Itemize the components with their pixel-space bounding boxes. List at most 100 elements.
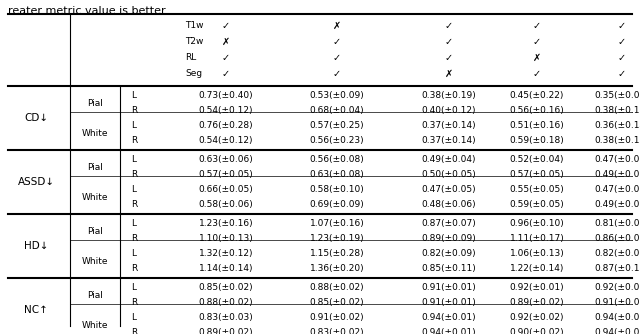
Text: RL: RL: [185, 53, 196, 62]
Text: 0.87(±0.11): 0.87(±0.11): [595, 264, 640, 273]
Text: ✓: ✓: [618, 21, 626, 31]
Text: 0.63(±0.08): 0.63(±0.08): [310, 170, 364, 179]
Text: L: L: [131, 155, 136, 164]
Text: 0.51(±0.16): 0.51(±0.16): [509, 121, 564, 130]
Text: 1.32(±0.12): 1.32(±0.12): [199, 249, 253, 258]
Text: White: White: [82, 129, 108, 138]
Text: 0.68(±0.04): 0.68(±0.04): [310, 106, 364, 115]
Text: 0.45(±0.22): 0.45(±0.22): [510, 91, 564, 100]
Text: 0.57(±0.25): 0.57(±0.25): [310, 121, 364, 130]
Text: L: L: [131, 313, 136, 322]
Text: 0.57(±0.05): 0.57(±0.05): [509, 170, 564, 179]
Text: ✓: ✓: [333, 69, 341, 79]
Text: 0.47(±0.03): 0.47(±0.03): [595, 155, 640, 164]
Text: 0.81(±0.06): 0.81(±0.06): [595, 219, 640, 228]
Text: 0.85(±0.02): 0.85(±0.02): [310, 298, 364, 307]
Text: ✓: ✓: [445, 53, 453, 63]
Text: 1.06(±0.13): 1.06(±0.13): [509, 249, 564, 258]
Text: 0.49(±0.06): 0.49(±0.06): [595, 200, 640, 209]
Text: 0.88(±0.02): 0.88(±0.02): [310, 283, 364, 292]
Text: 0.90(±0.02): 0.90(±0.02): [509, 328, 564, 334]
Text: 0.86(±0.09): 0.86(±0.09): [595, 234, 640, 243]
Text: 0.94(±0.01): 0.94(±0.01): [595, 313, 640, 322]
Text: 0.35(±0.09): 0.35(±0.09): [595, 91, 640, 100]
Text: 0.37(±0.14): 0.37(±0.14): [422, 136, 476, 145]
Text: 0.38(±0.15): 0.38(±0.15): [595, 136, 640, 145]
Text: 0.89(±0.09): 0.89(±0.09): [422, 234, 476, 243]
Text: 0.59(±0.18): 0.59(±0.18): [509, 136, 564, 145]
Text: 1.36(±0.20): 1.36(±0.20): [310, 264, 364, 273]
Text: ✗: ✗: [445, 69, 453, 79]
Text: ✓: ✓: [333, 37, 341, 47]
Text: 0.63(±0.06): 0.63(±0.06): [198, 155, 253, 164]
Text: 0.50(±0.05): 0.50(±0.05): [422, 170, 476, 179]
Text: 0.56(±0.23): 0.56(±0.23): [310, 136, 364, 145]
Text: 0.83(±0.03): 0.83(±0.03): [198, 313, 253, 322]
Text: T2w: T2w: [185, 37, 204, 46]
Text: CD↓: CD↓: [24, 113, 48, 123]
Text: 0.49(±0.04): 0.49(±0.04): [422, 155, 476, 164]
Text: 0.92(±0.01): 0.92(±0.01): [595, 283, 640, 292]
Text: 0.47(±0.05): 0.47(±0.05): [595, 185, 640, 194]
Text: R: R: [131, 328, 137, 334]
Text: 0.58(±0.06): 0.58(±0.06): [198, 200, 253, 209]
Text: HD↓: HD↓: [24, 241, 48, 251]
Text: ✓: ✓: [222, 69, 230, 79]
Text: 0.48(±0.06): 0.48(±0.06): [422, 200, 476, 209]
Text: L: L: [131, 121, 136, 130]
Text: T1w: T1w: [185, 21, 204, 30]
Text: 1.23(±0.16): 1.23(±0.16): [198, 219, 253, 228]
Text: 1.07(±0.16): 1.07(±0.16): [310, 219, 364, 228]
Text: 0.88(±0.02): 0.88(±0.02): [198, 298, 253, 307]
Text: ✗: ✗: [333, 21, 341, 31]
Text: 0.94(±0.01): 0.94(±0.01): [595, 328, 640, 334]
Text: Pial: Pial: [87, 226, 103, 235]
Text: White: White: [82, 257, 108, 266]
Text: R: R: [131, 106, 137, 115]
Text: 1.14(±0.14): 1.14(±0.14): [199, 264, 253, 273]
Text: 0.66(±0.05): 0.66(±0.05): [198, 185, 253, 194]
Text: L: L: [131, 283, 136, 292]
Text: 0.73(±0.40): 0.73(±0.40): [198, 91, 253, 100]
Text: 0.92(±0.02): 0.92(±0.02): [509, 313, 564, 322]
Text: ASSD↓: ASSD↓: [17, 177, 54, 187]
Text: 0.58(±0.10): 0.58(±0.10): [310, 185, 364, 194]
Text: R: R: [131, 234, 137, 243]
Text: R: R: [131, 200, 137, 209]
Text: White: White: [82, 321, 108, 330]
Text: Pial: Pial: [87, 99, 103, 108]
Text: 0.47(±0.05): 0.47(±0.05): [422, 185, 476, 194]
Text: 0.54(±0.12): 0.54(±0.12): [199, 136, 253, 145]
Text: ✓: ✓: [533, 69, 541, 79]
Text: L: L: [131, 219, 136, 228]
Text: ✓: ✓: [222, 53, 230, 63]
Text: R: R: [131, 264, 137, 273]
Text: 0.54(±0.12): 0.54(±0.12): [199, 106, 253, 115]
Text: 0.87(±0.07): 0.87(±0.07): [422, 219, 476, 228]
Text: 1.15(±0.28): 1.15(±0.28): [310, 249, 364, 258]
Text: ✓: ✓: [333, 53, 341, 63]
Text: 1.10(±0.13): 1.10(±0.13): [198, 234, 253, 243]
Text: ✓: ✓: [533, 21, 541, 31]
Text: 0.94(±0.01): 0.94(±0.01): [422, 313, 476, 322]
Text: reater metric value is better.: reater metric value is better.: [8, 6, 168, 16]
Text: Pial: Pial: [87, 291, 103, 300]
Text: L: L: [131, 185, 136, 194]
Text: 0.36(±0.14): 0.36(±0.14): [595, 121, 640, 130]
Text: 0.91(±0.01): 0.91(±0.01): [422, 298, 476, 307]
Text: 0.53(±0.09): 0.53(±0.09): [310, 91, 364, 100]
Text: 0.37(±0.14): 0.37(±0.14): [422, 121, 476, 130]
Text: ✓: ✓: [222, 21, 230, 31]
Text: White: White: [82, 192, 108, 201]
Text: ✓: ✓: [618, 53, 626, 63]
Text: R: R: [131, 170, 137, 179]
Text: ✓: ✓: [618, 69, 626, 79]
Text: 0.57(±0.05): 0.57(±0.05): [198, 170, 253, 179]
Text: 0.85(±0.11): 0.85(±0.11): [422, 264, 476, 273]
Text: 0.91(±0.01): 0.91(±0.01): [422, 283, 476, 292]
Text: 0.94(±0.01): 0.94(±0.01): [422, 328, 476, 334]
Text: 0.91(±0.02): 0.91(±0.02): [310, 313, 364, 322]
Text: 0.82(±0.09): 0.82(±0.09): [422, 249, 476, 258]
Text: 0.82(±0.09): 0.82(±0.09): [595, 249, 640, 258]
Text: 0.69(±0.09): 0.69(±0.09): [310, 200, 364, 209]
